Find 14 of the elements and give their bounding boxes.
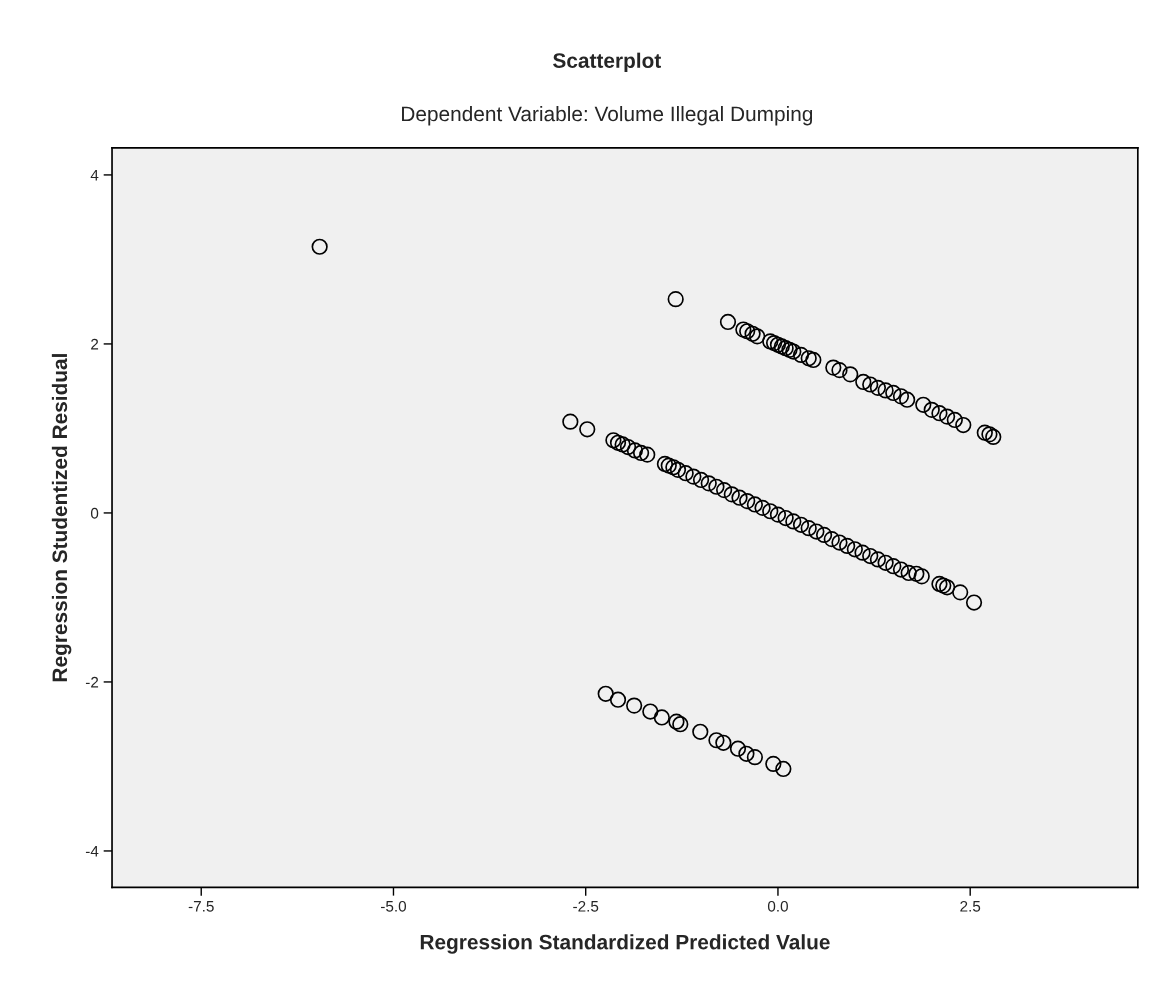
y-tick-label: 2 bbox=[91, 338, 99, 350]
y-tick-label: -2 bbox=[85, 676, 99, 688]
x-tick-label: 0.0 bbox=[767, 900, 788, 912]
y-axis-title: Regression Studentized Residual bbox=[51, 354, 72, 682]
y-tick-label: -4 bbox=[85, 845, 99, 857]
x-axis-title: Regression Standardized Predicted Value bbox=[420, 934, 830, 954]
y-tick-label: 0 bbox=[90, 507, 99, 519]
x-tick-label: 2.5 bbox=[960, 900, 981, 912]
chart-subtitle: Dependent Variable: Volume Illegal Dumping bbox=[402, 105, 813, 126]
y-tick-label: 4 bbox=[90, 169, 99, 181]
x-tick-label: -5.0 bbox=[380, 900, 407, 912]
chart-title: Scatterplot bbox=[553, 52, 661, 73]
x-tick-label: -7.5 bbox=[188, 901, 214, 912]
x-tick-label: -2.5 bbox=[573, 900, 599, 912]
